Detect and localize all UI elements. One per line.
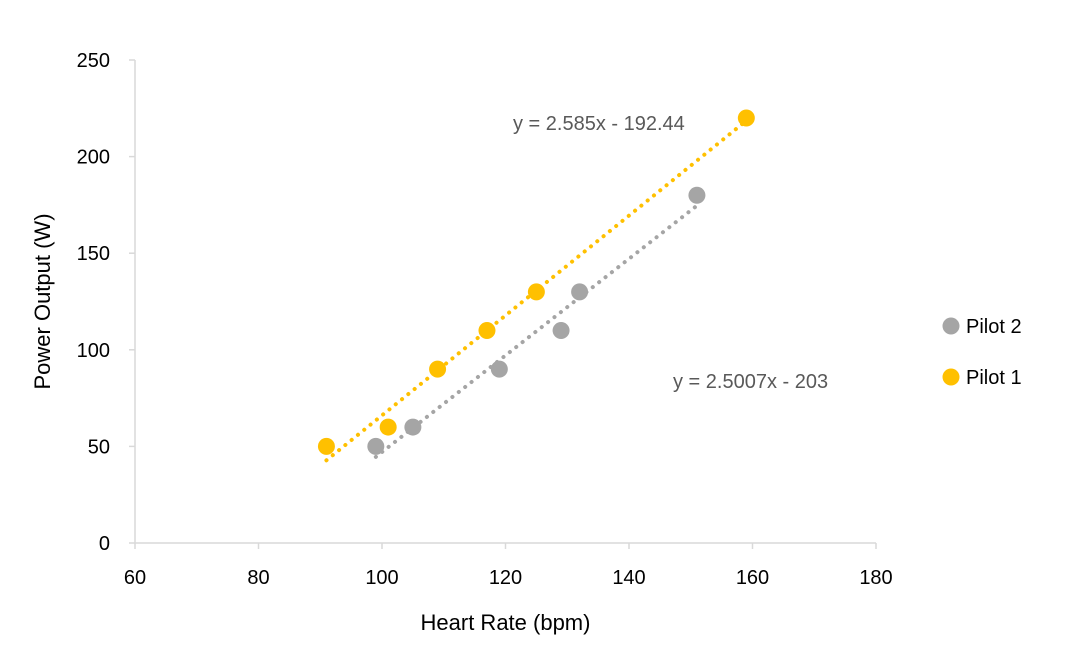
y-tick-label: 150 — [77, 243, 110, 265]
data-point-pilot-1 — [737, 109, 755, 127]
x-tick-label: 180 — [859, 567, 892, 589]
data-point-pilot-1 — [379, 418, 397, 436]
trendline-pilot-2 — [373, 203, 699, 459]
data-point-pilot-1 — [478, 321, 496, 339]
data-point-pilot-2 — [552, 321, 570, 339]
legend: Pilot 2 Pilot 1 — [942, 316, 1022, 389]
legend-label-pilot-1: Pilot 1 — [966, 367, 1022, 389]
data-point-pilot-1 — [317, 437, 335, 455]
data-point-pilot-1 — [527, 283, 545, 301]
x-tick-label: 100 — [365, 567, 398, 589]
legend-marker-pilot-1 — [942, 368, 960, 386]
y-tick-label: 0 — [99, 533, 110, 555]
x-tick-label: 80 — [247, 567, 269, 589]
y-tick-label: 250 — [77, 50, 110, 72]
data-point-pilot-2 — [688, 186, 706, 204]
legend-marker-pilot-2 — [942, 317, 960, 335]
x-tick-label: 160 — [736, 567, 769, 589]
y-axis-title: Power Output (W) — [30, 213, 55, 389]
trendline-equation-pilot-2: y = 2.5007x - 203 — [673, 371, 828, 393]
data-point-pilot-2 — [571, 283, 589, 301]
axes: 60 80 100 120 140 160 180 0 50 100 150 200 250 — [77, 50, 893, 589]
data-points — [317, 109, 755, 455]
y-tick-label: 200 — [77, 147, 110, 169]
data-point-pilot-2 — [404, 418, 422, 436]
data-point-pilot-2 — [367, 437, 385, 455]
trendlines — [324, 118, 749, 463]
data-point-pilot-1 — [429, 360, 447, 378]
data-point-pilot-2 — [490, 360, 508, 378]
trendline-equation-pilot-1: y = 2.585x - 192.44 — [513, 113, 685, 135]
trendline-pilot-1 — [324, 118, 749, 463]
legend-label-pilot-2: Pilot 2 — [966, 316, 1022, 338]
x-tick-label: 60 — [124, 567, 146, 589]
labels: Heart Rate (bpm) Power Output (W) y = 2.50… — [30, 113, 828, 635]
x-tick-label: 120 — [489, 567, 522, 589]
x-axis-title: Heart Rate (bpm) — [421, 610, 591, 635]
y-tick-label: 50 — [88, 436, 110, 458]
x-tick-label: 140 — [612, 567, 645, 589]
y-tick-label: 100 — [77, 340, 110, 362]
